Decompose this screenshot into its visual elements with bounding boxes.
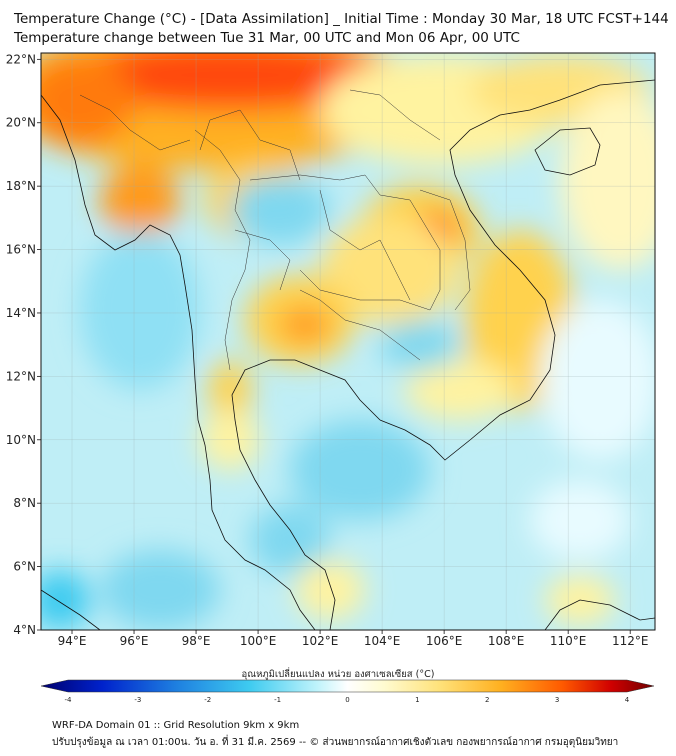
map-title-line1: Temperature Change (°C) - [Data Assimila… [14, 11, 669, 27]
footer-model-info: WRF-DA Domain 01 :: Grid Resolution 9km … [52, 720, 300, 731]
lat-tick-label: 10°N [6, 433, 36, 447]
lat-tick-label: 22°N [6, 52, 36, 66]
map-frame [40, 52, 656, 631]
lat-tick-label: 6°N [13, 560, 36, 574]
coastlines [41, 79, 655, 630]
lon-tick-label: 108°E [488, 634, 525, 648]
lat-tick-label: 20°N [6, 116, 36, 130]
colorbar-tick-label: 4 [625, 696, 630, 704]
lon-tick-label: 100°E [240, 634, 277, 648]
country-borders [79, 89, 471, 371]
lon-tick-label: 94°E [58, 634, 87, 648]
lon-tick-label: 110°E [550, 634, 587, 648]
footer-credit: ปรับปรุงข้อมูล ณ เวลา 01:00น. วัน อ. ที่… [52, 737, 619, 748]
lon-tick-label: 98°E [182, 634, 211, 648]
lon-tick-label: 96°E [120, 634, 149, 648]
lon-tick-label: 102°E [302, 634, 339, 648]
colorbar-tick-label: 3 [555, 696, 559, 704]
lon-tick-label: 104°E [364, 634, 401, 648]
lat-tick-label: 4°N [13, 623, 36, 637]
map-title-line2: Temperature change between Tue 31 Mar, 0… [14, 30, 520, 46]
lon-tick-label: 112°E [612, 634, 649, 648]
lat-tick-label: 12°N [6, 369, 36, 383]
lon-tick-label: 106°E [426, 634, 463, 648]
colorbar-tick-label: -4 [65, 696, 73, 704]
graticule [41, 53, 655, 630]
colorbar [40, 679, 655, 693]
colorbar-tick-label: 0 [345, 696, 349, 704]
lat-tick-label: 16°N [6, 243, 36, 257]
lat-tick-label: 18°N [6, 179, 36, 193]
temperature-field [41, 53, 655, 630]
colorbar-title: อุณหภูมิเปลี่ยนแปลง หน่วย องศาเซลเซียส (… [241, 669, 435, 680]
colorbar-ticks: -4 -3 -2 -1 0 1 2 3 4 [65, 696, 630, 704]
colorbar-tick-label: -1 [274, 696, 281, 704]
colorbar-tick-label: 2 [485, 696, 489, 704]
colorbar-tick-label: -2 [204, 696, 211, 704]
longitude-axis: 94°E 96°E 98°E 100°E 102°E 104°E 106°E 108°E 110… [58, 630, 649, 648]
latitude-axis: 22°N 20°N 18°N 16°N 14°N 12°N 10°N 8°N 6°N 4°N [6, 52, 41, 637]
colorbar-tick-label: 1 [415, 696, 419, 704]
lat-tick-label: 14°N [6, 306, 36, 320]
colorbar-tick-label: -3 [134, 696, 141, 704]
lat-tick-label: 8°N [13, 496, 36, 510]
